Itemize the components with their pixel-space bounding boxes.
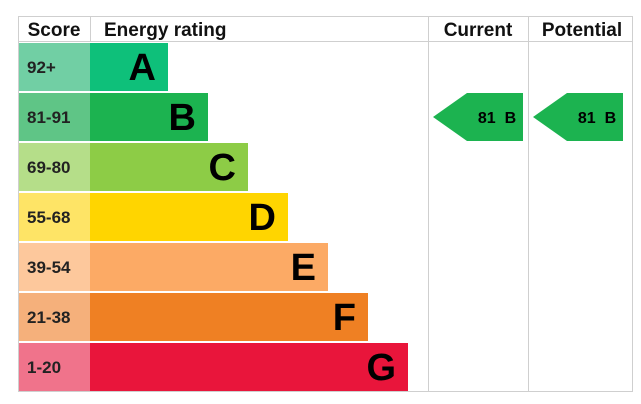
score-cell-f <box>19 293 90 341</box>
score-cell-d <box>19 193 90 241</box>
score-label-e: 39-54 <box>27 258 71 277</box>
score-label-c: 69-80 <box>27 158 70 177</box>
score-cell-c <box>19 143 90 191</box>
current-arrow-label: 81 B <box>478 110 516 127</box>
score-cell-b <box>19 93 90 141</box>
score-cell-g <box>19 343 90 391</box>
band-letter-d: D <box>249 197 276 239</box>
band-letter-c: C <box>209 147 236 189</box>
score-label-g: 1-20 <box>27 358 61 377</box>
band-bar-g <box>90 343 408 391</box>
header-score: Score <box>28 20 81 41</box>
current-arrow <box>433 93 523 141</box>
band-letter-b: B <box>169 97 196 139</box>
rating-arrows: 81 B 81 B <box>433 93 623 141</box>
band-bar-c <box>90 143 248 191</box>
band-bar-e <box>90 243 328 291</box>
score-label-f: 21-38 <box>27 308 70 327</box>
score-label-a: 92+ <box>27 58 56 77</box>
band-bar-d <box>90 193 288 241</box>
potential-arrow-label: 81 B <box>578 110 616 127</box>
band-bar-f <box>90 293 368 341</box>
potential-arrow <box>533 93 623 141</box>
header-potential: Potential <box>542 20 622 41</box>
band-letter-g: G <box>366 347 396 389</box>
band-bar-b <box>90 93 208 141</box>
band-letter-a: A <box>129 47 156 89</box>
band-letter-e: E <box>291 247 316 289</box>
band-letter-f: F <box>333 297 356 339</box>
score-cell-a <box>19 43 90 91</box>
score-label-b: 81-91 <box>27 108 70 127</box>
score-cell-e <box>19 243 90 291</box>
rating-bands: 92+ A 81-91 B 69-80 C 55-68 D 39-54 E 21-38 F 1-20 G <box>19 43 408 391</box>
score-label-d: 55-68 <box>27 208 70 227</box>
table-grid <box>18 16 633 392</box>
band-bar-a <box>90 43 168 91</box>
header-energy-rating: Energy rating <box>104 20 226 41</box>
header-current: Current <box>444 20 513 41</box>
